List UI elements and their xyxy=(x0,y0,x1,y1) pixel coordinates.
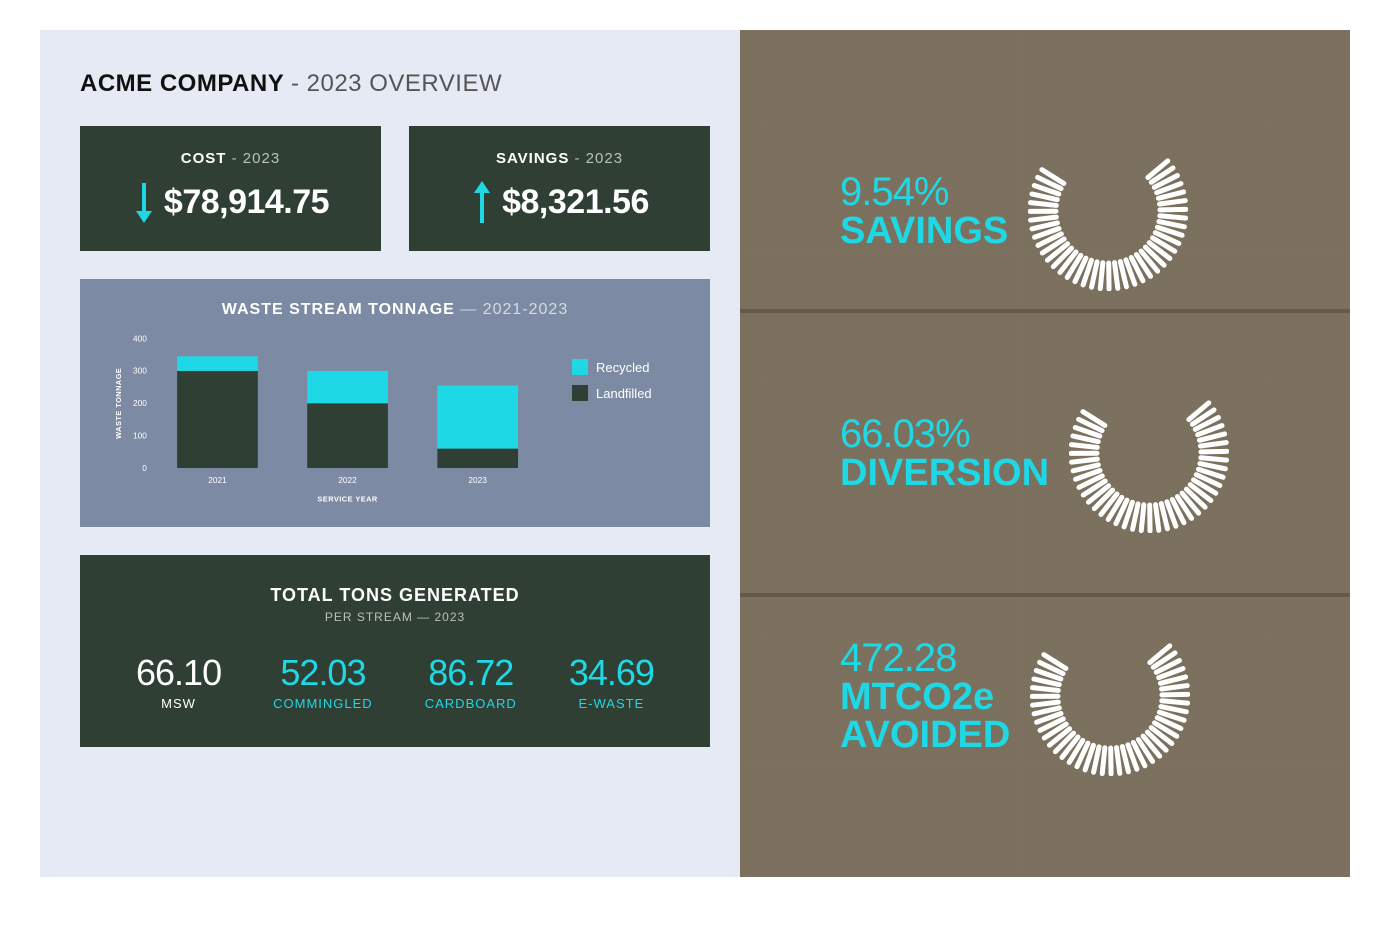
stream-item: 52.03 COMMINGLED xyxy=(273,652,373,711)
cost-card: COST - 2023 $78,914.75 xyxy=(80,126,381,251)
legend-label: Landfilled xyxy=(596,386,652,401)
waste-chart-legend: Recycled Landfilled xyxy=(572,329,682,509)
stream-label: CARDBOARD xyxy=(425,696,517,711)
stream-value: 66.10 xyxy=(136,652,221,694)
cost-label-light: - 2023 xyxy=(232,150,281,167)
svg-text:SERVICE YEAR: SERVICE YEAR xyxy=(317,494,378,503)
legend-item: Recycled xyxy=(572,359,682,375)
gauge-icon xyxy=(1028,131,1188,291)
svg-text:100: 100 xyxy=(133,430,147,440)
svg-text:WASTE TONNAGE: WASTE TONNAGE xyxy=(114,368,123,439)
gauge-icon xyxy=(1030,616,1190,776)
kpi-item: 9.54% SAVINGS xyxy=(840,131,1310,291)
stream-item: 34.69 E-WASTE xyxy=(569,652,654,711)
svg-text:2022: 2022 xyxy=(338,475,357,485)
company-name: ACME COMPANY xyxy=(80,70,284,97)
left-column: ACME COMPANY - 2023 OVERVIEW COST - 2023… xyxy=(40,30,740,877)
stream-value: 52.03 xyxy=(273,652,373,694)
arrow-down-icon xyxy=(132,181,156,223)
stream-value: 86.72 xyxy=(425,652,517,694)
arrow-up-icon xyxy=(470,181,494,223)
page-subtitle: - 2023 OVERVIEW xyxy=(291,70,502,97)
stream-label: E-WASTE xyxy=(569,696,654,711)
chart-title-bold: WASTE STREAM TONNAGE xyxy=(222,301,455,318)
gauge-icon xyxy=(1069,373,1229,533)
legend-swatch xyxy=(572,359,588,375)
dashboard: ACME COMPANY - 2023 OVERVIEW COST - 2023… xyxy=(40,30,1350,877)
streams-panel: TOTAL TONS GENERATED PER STREAM — 2023 6… xyxy=(80,555,710,747)
kpi-value: 472.28 xyxy=(840,638,1010,678)
summary-cards-row: COST - 2023 $78,914.75 SAVINGS - 2023 xyxy=(80,126,710,251)
stream-label: MSW xyxy=(136,696,221,711)
waste-chart-title: WASTE STREAM TONNAGE — 2021-2023 xyxy=(108,301,682,319)
cost-label-bold: COST xyxy=(181,150,227,167)
svg-text:300: 300 xyxy=(133,366,147,376)
savings-label-bold: SAVINGS xyxy=(496,150,569,167)
savings-label-light: - 2023 xyxy=(575,150,624,167)
page-title: ACME COMPANY - 2023 OVERVIEW xyxy=(80,70,710,98)
streams-row: 66.10 MSW 52.03 COMMINGLED 86.72 CARDBOARD… xyxy=(110,652,680,711)
cost-value: $78,914.75 xyxy=(164,183,329,222)
svg-text:400: 400 xyxy=(133,333,147,343)
stream-item: 86.72 CARDBOARD xyxy=(425,652,517,711)
chart-title-light: — 2021-2023 xyxy=(460,301,568,318)
svg-text:200: 200 xyxy=(133,398,147,408)
kpi-value: 9.54% xyxy=(840,172,1008,212)
kpi-value: 66.03% xyxy=(840,414,1049,454)
svg-text:0: 0 xyxy=(142,463,147,473)
svg-text:2021: 2021 xyxy=(208,475,227,485)
streams-title: TOTAL TONS GENERATED xyxy=(110,585,680,606)
waste-chart-svg: 0 100 200 300 400 WASTE TONNAGE 2021 2022 2023 SE… xyxy=(108,329,552,509)
stream-label: COMMINGLED xyxy=(273,696,373,711)
kpi-item: 472.28 MTCO2eAVOIDED xyxy=(840,616,1310,776)
legend-item: Landfilled xyxy=(572,385,682,401)
savings-card: SAVINGS - 2023 $8,321.56 xyxy=(409,126,710,251)
streams-subtitle: PER STREAM — 2023 xyxy=(110,610,680,624)
kpi-item: 66.03% DIVERSION xyxy=(840,373,1310,533)
kpi-label: DIVERSION xyxy=(840,454,1049,492)
cost-card-label: COST - 2023 xyxy=(181,150,280,167)
kpi-container: 9.54% SAVINGS 66.03% DIVERSION 472.2 xyxy=(740,30,1350,877)
stream-item: 66.10 MSW xyxy=(136,652,221,711)
kpi-label: SAVINGS xyxy=(840,212,1008,250)
legend-label: Recycled xyxy=(596,360,649,375)
kpi-label: MTCO2eAVOIDED xyxy=(840,678,1010,754)
savings-card-label: SAVINGS - 2023 xyxy=(496,150,623,167)
waste-chart-panel: WASTE STREAM TONNAGE — 2021-2023 0 100 200… xyxy=(80,279,710,527)
waste-chart-area: 0 100 200 300 400 WASTE TONNAGE 2021 2022 2023 SE… xyxy=(108,329,552,509)
svg-text:2023: 2023 xyxy=(468,475,487,485)
legend-swatch xyxy=(572,385,588,401)
right-column: 9.54% SAVINGS 66.03% DIVERSION 472.2 xyxy=(740,30,1350,877)
stream-value: 34.69 xyxy=(569,652,654,694)
savings-value: $8,321.56 xyxy=(502,183,649,222)
